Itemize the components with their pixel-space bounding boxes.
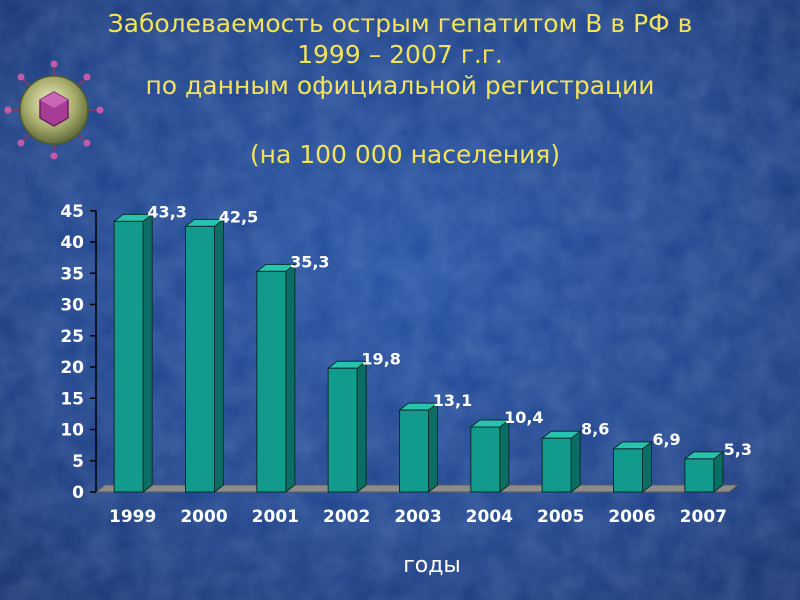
bar (398, 402, 439, 494)
data-label: 19,8 (361, 349, 400, 368)
data-label: 35,3 (290, 252, 329, 271)
x-tick-label: 2002 (323, 507, 370, 527)
data-label: 6,9 (652, 430, 680, 449)
data-label: 13,1 (433, 391, 472, 410)
chart-subtitle: (на 100 000 населения) (249, 140, 561, 169)
x-tick-label: 2006 (608, 507, 655, 527)
bar (612, 440, 653, 494)
y-tick-label: 10 (60, 421, 84, 441)
x-tick-label: 2000 (180, 507, 227, 527)
bar (112, 213, 154, 494)
data-label: 10,4 (504, 408, 543, 427)
bars (112, 213, 725, 494)
data-label: 8,6 (581, 419, 609, 438)
bar (326, 360, 368, 494)
x-tick-label: 2004 (466, 507, 513, 527)
virus-icon (4, 60, 104, 160)
y-tick-label: 35 (60, 264, 84, 284)
y-tick-label: 20 (60, 358, 84, 378)
chart-title: Заболеваемость острым гепатитом В в РФ в… (0, 8, 800, 101)
y-tick-label: 40 (60, 233, 84, 253)
bar-chart: 0 5 10 15 20 25 30 35 40 45 1999 43,3 2000 42,5 2001 3… (60, 202, 752, 578)
title-line-3: по данным официальной регистрации (145, 71, 655, 100)
y-tick-label: 0 (72, 483, 84, 503)
data-label: 5,3 (724, 440, 752, 459)
y-tick-label: 5 (72, 452, 84, 472)
x-tick-label: 2003 (394, 507, 441, 527)
data-labels: 1999 43,3 2000 42,5 2001 35,3 2002 19,8 2003 13,1… (109, 202, 752, 527)
y-tick-label: 30 (60, 296, 84, 316)
bar (255, 263, 297, 494)
bar (184, 218, 225, 494)
bar (469, 418, 511, 494)
x-tick-label: 2001 (252, 507, 299, 527)
x-tick-label: 2007 (680, 507, 727, 527)
title-line-2: 1999 – 2007 г.г. (297, 40, 503, 69)
y-tick-label: 45 (60, 202, 84, 222)
x-tick-label: 1999 (109, 507, 156, 527)
bar (540, 430, 582, 494)
data-label: 43,3 (147, 202, 186, 221)
y-tick-label: 15 (60, 389, 84, 409)
x-tick-label: 2005 (537, 507, 584, 527)
bar (683, 450, 725, 494)
y-tick-label: 25 (60, 327, 84, 347)
title-line-1: Заболеваемость острым гепатитом В в РФ в (107, 9, 693, 38)
data-label: 42,5 (219, 207, 258, 226)
y-axis: 0 5 10 15 20 25 30 35 40 45 (60, 202, 97, 503)
x-axis-title: годы (403, 553, 461, 578)
